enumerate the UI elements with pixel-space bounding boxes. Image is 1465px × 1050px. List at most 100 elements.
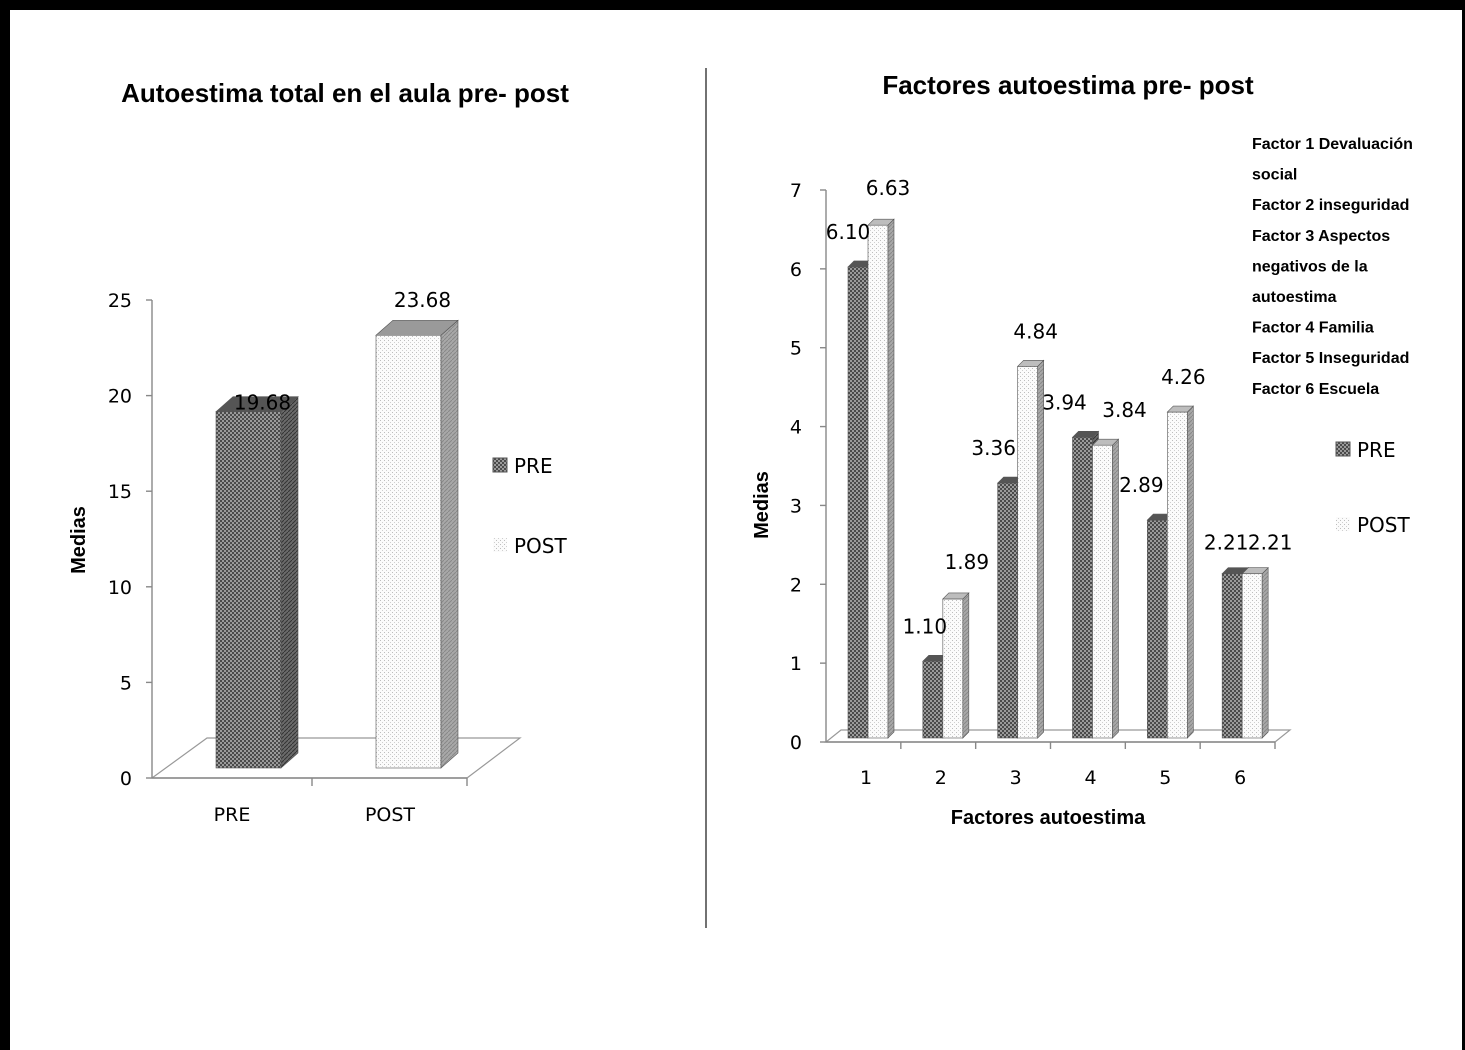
chart2-x-tick-label: 4 xyxy=(1084,767,1096,789)
chart1-legend-swatch xyxy=(492,457,508,473)
chart2-bar-post-side xyxy=(1037,359,1044,739)
chart2-title: Factores autoestima pre- post xyxy=(882,70,1254,100)
chart1-y-tick-label: 25 xyxy=(108,290,132,312)
chart2-bar-post-front xyxy=(1017,366,1038,739)
chart2-annotation-line: Factor 4 Familia xyxy=(1252,320,1374,337)
chart2-legend: PRE POST xyxy=(1335,438,1410,537)
chart2-bar-post-top xyxy=(867,218,895,226)
chart2-bar-post-front xyxy=(867,224,889,739)
chart2-annotation-line: autoestima xyxy=(1252,289,1337,306)
chart2-bar-post-side xyxy=(1261,567,1269,739)
chart2-data-label-post: 4.26 xyxy=(1161,365,1206,389)
chart2-x-tick-label: 3 xyxy=(1010,767,1022,789)
chart2-bar-post-front xyxy=(1241,573,1263,739)
chart2-y-tick-label: 1 xyxy=(790,653,802,675)
chart2-floor-plane xyxy=(824,729,1292,743)
chart2-x-tick-label: 1 xyxy=(860,767,872,789)
chart2-bar-post xyxy=(942,592,970,739)
chart2-bar-post-side xyxy=(887,218,895,739)
chart-factores-autoestima: Factores autoestima pre- post Medias Fac… xyxy=(751,70,1413,829)
chart2-bar-pre-front xyxy=(997,482,1018,739)
chart2-bar-pre-front xyxy=(1072,437,1093,739)
chart2-bar-post xyxy=(867,218,895,739)
chart2-bar-pre-top xyxy=(1071,431,1100,438)
chart2-data-label-post: 1.89 xyxy=(945,550,990,574)
chart2-legend-label: POST xyxy=(1357,513,1410,537)
chart2-bar-post-side xyxy=(1112,438,1119,739)
chart2-y-tick-label: 0 xyxy=(790,732,802,754)
chart1-bar-post-side xyxy=(440,319,459,769)
chart1-x-tick-label: POST xyxy=(365,804,415,826)
chart1-bar-pre-top xyxy=(215,396,299,413)
chart-total-autoestima: Autoestima total en el aula pre- post Me… xyxy=(68,78,569,826)
chart2-data-label-pre: 2.89 xyxy=(1119,473,1164,497)
chart2-bar-pre-front xyxy=(1221,573,1243,739)
chart2-annotation-line: Factor 2 inseguridad xyxy=(1252,197,1409,214)
chart2-x-ticks: 1 2 3 4 5 6 xyxy=(860,742,1276,789)
chart2-floor xyxy=(824,729,1292,743)
chart2-y-tick-label: 7 xyxy=(790,180,802,202)
chart1-legend-label: PRE xyxy=(514,454,553,478)
chart2-x-tick-label: 5 xyxy=(1159,767,1171,789)
chart2-data-label-post: 6.63 xyxy=(866,176,911,200)
chart2-x-tick-label: 6 xyxy=(1234,767,1246,789)
chart1-data-label: 23.68 xyxy=(394,288,451,312)
chart2-bar-post xyxy=(1166,405,1195,739)
chart2-annotation-line: negativos de la xyxy=(1252,258,1368,275)
chart1-y-axis: 0 5 10 15 20 25 xyxy=(108,290,467,790)
chart2-bar-post xyxy=(1016,359,1045,739)
chart1-bar-pre-front xyxy=(215,411,282,769)
chart2-bar-post-front xyxy=(1167,411,1188,739)
chart2-data-label-pre: 1.10 xyxy=(903,614,948,638)
chart2-bar-post-side xyxy=(1187,405,1194,739)
chart1-floor-plane xyxy=(150,737,522,779)
chart2-y-tick-label: 3 xyxy=(790,495,802,517)
chart2-bar-pre-front xyxy=(922,660,944,739)
chart2-bar-post xyxy=(1091,438,1120,739)
chart1-y-tick-label: 10 xyxy=(108,577,132,599)
chart2-data-label-post: 4.84 xyxy=(1013,319,1058,343)
chart1-y-tick-label: 5 xyxy=(120,672,132,694)
chart1-bar-post-top xyxy=(375,319,459,336)
chart1-data-label: 19.68 xyxy=(234,391,291,415)
chart2-bar-post-side xyxy=(962,592,970,739)
chart2-data-label-post: 3.84 xyxy=(1102,398,1147,422)
chart1-bars: 19.68 23.68 xyxy=(215,288,459,769)
chart2-y-tick-label: 4 xyxy=(790,417,802,439)
chart2-bar-post-top xyxy=(1241,567,1269,575)
chart2-data-label-pre: 2.21 xyxy=(1204,531,1249,555)
chart1-legend-swatch xyxy=(493,538,507,552)
chart2-bar-post-top xyxy=(1166,405,1195,413)
chart2-annotation-line: Factor 3 Aspectos xyxy=(1252,228,1390,245)
chart1-bar-post-front xyxy=(375,334,442,769)
chart2-legend-swatch xyxy=(1335,441,1351,457)
chart2-annotation-line: Factor 5 Inseguridad xyxy=(1252,350,1409,367)
chart2-bar-post-top xyxy=(1016,360,1045,367)
chart2-data-label-pre: 3.94 xyxy=(1042,390,1087,414)
chart2-annotation-line: social xyxy=(1252,167,1297,184)
chart1-y-tick-label: 0 xyxy=(120,768,132,790)
chart2-y-tick-label: 5 xyxy=(790,338,802,360)
chart1-y-tick-label: 15 xyxy=(108,481,132,503)
chart2-data-label-post: 2.21 xyxy=(1248,531,1293,555)
chart2-bar-post-top xyxy=(942,592,970,600)
chart2-bar-post xyxy=(1241,567,1269,739)
chart2-y-axis-label: Medias xyxy=(751,471,773,539)
chart2-legend-swatch xyxy=(1336,517,1350,531)
chart2-x-axis-label: Factores autoestima xyxy=(951,807,1146,829)
chart2-bar-pre-front xyxy=(1147,519,1168,739)
chart2-data-label-pre: 6.10 xyxy=(826,220,871,244)
chart2-annotation-line: Factor 1 Devaluación xyxy=(1252,136,1413,153)
chart1-x-tick-label: PRE xyxy=(214,804,251,826)
chart1-legend: PRE POST xyxy=(492,454,567,558)
chart2-annotation-line: Factor 6 Escuela xyxy=(1252,381,1379,398)
chart1-legend-label: POST xyxy=(514,534,567,558)
chart1-bar-pre-side xyxy=(280,396,299,769)
chart1-floor xyxy=(150,737,522,779)
chart1-y-axis-label: Medias xyxy=(68,506,90,574)
chart2-bar-post-front xyxy=(1092,444,1113,739)
chart1-title: Autoestima total en el aula pre- post xyxy=(121,78,569,108)
chart2-data-label-pre: 3.36 xyxy=(971,436,1016,460)
chart1-bar-pre xyxy=(215,396,299,769)
